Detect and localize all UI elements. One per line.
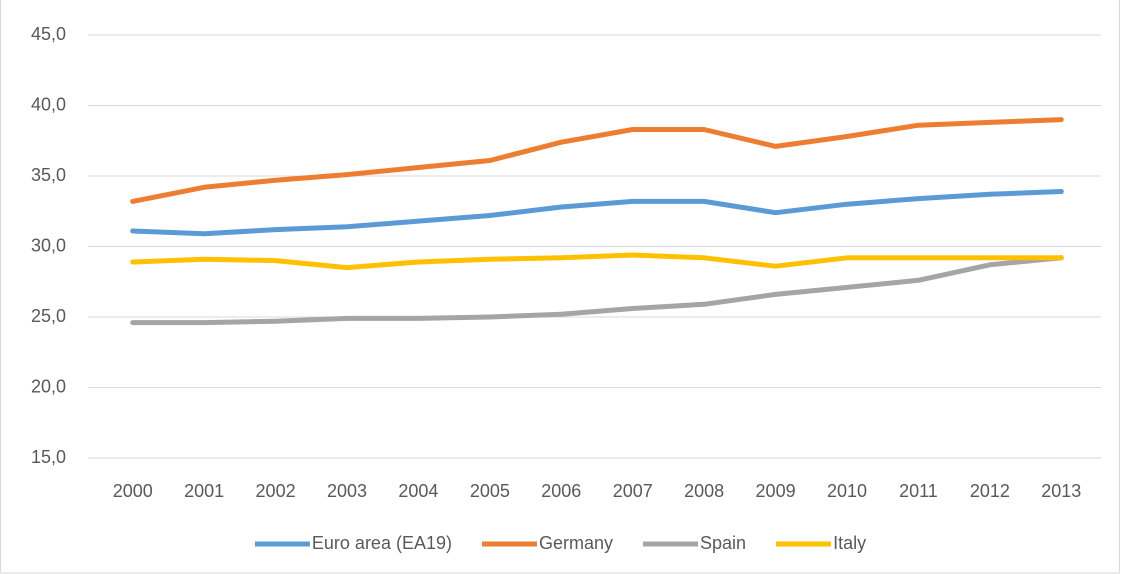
x-tick-label: 2005: [470, 481, 510, 501]
legend-label: Germany: [539, 533, 613, 553]
x-tick-label: 2004: [398, 481, 438, 501]
x-tick-label: 2001: [184, 481, 224, 501]
x-tick-label: 2003: [327, 481, 367, 501]
data-line: [130, 252, 1064, 271]
legend-label: Euro area (EA19): [312, 533, 452, 553]
x-tick-label: 2006: [541, 481, 581, 501]
x-tick-label: 2009: [756, 481, 796, 501]
y-tick-label: 35,0: [31, 165, 66, 185]
legend-label: Spain: [700, 533, 746, 553]
x-tick-label: 2008: [684, 481, 724, 501]
x-tick-label: 2011: [899, 481, 938, 501]
y-tick-label: 30,0: [31, 235, 66, 255]
x-tick-label: 2007: [613, 481, 653, 501]
x-tick-label: 2012: [970, 481, 1010, 501]
legend-label: Italy: [833, 533, 866, 553]
data-line: [130, 255, 1064, 326]
y-tick-label: 15,0: [31, 447, 66, 467]
x-tick-label: 2010: [827, 481, 867, 501]
y-tick-label: 20,0: [31, 376, 66, 396]
data-line: [130, 117, 1064, 204]
y-tick-label: 25,0: [31, 306, 66, 326]
data-line: [130, 189, 1064, 237]
y-tick-label: 45,0: [31, 24, 66, 44]
y-tick-label: 40,0: [31, 94, 66, 114]
x-tick-label: 2000: [113, 481, 153, 501]
x-tick-label: 2013: [1041, 481, 1081, 501]
x-tick-label: 2002: [256, 481, 296, 501]
